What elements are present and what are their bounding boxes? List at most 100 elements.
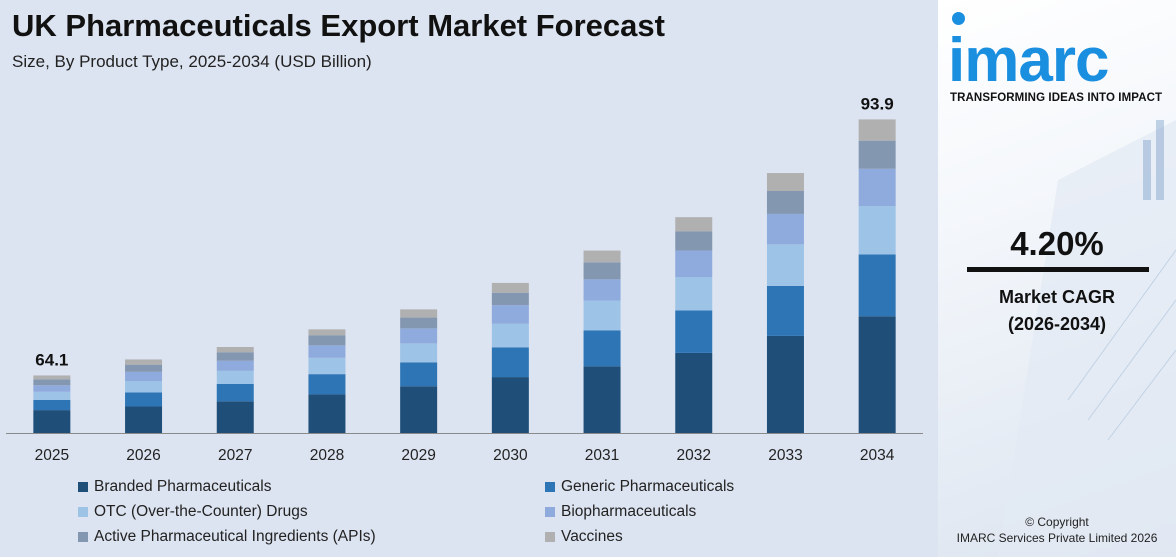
bar-segment-2028-6 <box>308 329 346 336</box>
bar-segment-2032-4 <box>675 250 713 278</box>
legend-swatch <box>78 482 88 492</box>
bar-segment-2031-3 <box>583 300 621 331</box>
bar-segment-2034-3 <box>858 206 896 255</box>
bar-segment-2034-1 <box>858 316 896 433</box>
legend-swatch <box>78 532 88 542</box>
legend-item-6: Vaccines <box>545 527 885 547</box>
x-tick-label-2030: 2030 <box>493 447 528 464</box>
chart-title: UK Pharmaceuticals Export Market Forecas… <box>12 8 665 43</box>
bar-segment-2031-1 <box>583 366 621 433</box>
background-graphic <box>998 120 1176 557</box>
legend-item-4: Biopharmaceuticals <box>545 502 885 522</box>
bar-segment-2031-2 <box>583 330 621 367</box>
legend-swatch <box>78 507 88 517</box>
bar-segment-2028-4 <box>308 345 346 358</box>
bar-segment-2029-3 <box>400 343 438 363</box>
bar-segment-2032-2 <box>675 310 713 353</box>
x-tick-label-2033: 2033 <box>768 447 802 464</box>
bar-segment-2027-6 <box>216 346 254 353</box>
legend-label: Biopharmaceuticals <box>561 503 697 520</box>
copyright: © Copyright IMARC Services Private Limit… <box>938 514 1176 546</box>
bar-segment-2026-1 <box>125 406 163 433</box>
x-tick-label-2031: 2031 <box>585 447 619 464</box>
bar-segment-2025-1 <box>33 410 71 433</box>
bar-segment-2034-2 <box>858 254 896 317</box>
legend-swatch <box>545 532 555 542</box>
x-tick-label-2032: 2032 <box>677 447 711 464</box>
bar-segment-2027-1 <box>216 401 254 433</box>
bar-segment-2030-2 <box>491 347 529 378</box>
bar-segment-2026-2 <box>125 392 163 407</box>
bar-segment-2031-4 <box>583 279 621 301</box>
imarc-logo: imarc <box>948 12 1174 112</box>
bar-segment-2029-5 <box>400 317 438 329</box>
legend-swatch <box>545 507 555 517</box>
bar-segment-2028-3 <box>308 357 346 375</box>
bar-segment-2034-6 <box>858 119 896 141</box>
chart-panel: UK Pharmaceuticals Export Market Forecas… <box>6 8 923 547</box>
bar-segment-2027-2 <box>216 383 254 402</box>
bar-segment-2031-5 <box>583 262 621 280</box>
legend-label: Vaccines <box>561 528 623 545</box>
bar-segment-2026-4 <box>125 371 163 382</box>
chart-subtitle: Size, By Product Type, 2025-2034 (USD Bi… <box>12 52 372 71</box>
bar-segment-2030-3 <box>491 323 529 348</box>
legend-item-3: OTC (Over-the-Counter) Drugs <box>78 502 545 522</box>
bar-segment-2028-2 <box>308 374 346 395</box>
bar-segment-2033-3 <box>766 244 804 286</box>
logo-dot-icon <box>952 12 965 25</box>
bar-segment-2026-3 <box>125 381 163 393</box>
stacked-bar-chart: 2025 64.1 2026 2027 2028 2029 2030 2031 2032 2033… <box>6 94 923 464</box>
bar-segment-2028-5 <box>308 335 346 346</box>
cagr-value: 4.20% <box>1010 225 1104 262</box>
bar-segment-2032-5 <box>675 231 713 251</box>
cagr-divider <box>967 267 1149 272</box>
bar-segment-2029-6 <box>400 309 438 318</box>
bar-segment-2025-5 <box>33 379 71 386</box>
bar-segment-2028-1 <box>308 394 346 433</box>
bar-segment-2032-3 <box>675 277 713 311</box>
logo-wordmark: imarc <box>948 26 1109 95</box>
data-label-2034: 93.9 <box>861 94 894 113</box>
legend-label: Active Pharmaceutical Ingredients (APIs) <box>94 528 376 545</box>
bar-segment-2029-1 <box>400 386 438 433</box>
bar-segment-2030-4 <box>491 305 529 324</box>
bar-segment-2030-6 <box>491 282 529 293</box>
bar-segment-2034-4 <box>858 168 896 207</box>
bar-segment-2026-5 <box>125 364 163 372</box>
legend-item-1: Branded Pharmaceuticals <box>78 477 545 497</box>
bar-segment-2034-5 <box>858 140 896 169</box>
bar-segment-2025-2 <box>33 399 71 411</box>
legend-label: OTC (Over-the-Counter) Drugs <box>94 503 308 520</box>
bar-segment-2033-6 <box>766 173 804 192</box>
x-tick-label-2025: 2025 <box>35 447 69 464</box>
tagline: TRANSFORMING IDEAS INTO IMPACT <box>950 92 1163 104</box>
bar-segment-2029-2 <box>400 362 438 387</box>
bar-segment-2029-4 <box>400 328 438 344</box>
legend-label: Branded Pharmaceuticals <box>94 478 272 495</box>
bar-segment-2031-6 <box>583 250 621 263</box>
legend-label: Generic Pharmaceuticals <box>561 478 735 495</box>
bar-segment-2033-1 <box>766 335 804 433</box>
x-tick-label-2027: 2027 <box>218 447 252 464</box>
legend-item-5: Active Pharmaceutical Ingredients (APIs) <box>78 527 545 547</box>
cagr-label: Market CAGR (2026-2034) <box>938 284 1176 338</box>
cagr-label-line1: Market CAGR <box>998 287 1116 307</box>
x-tick-label-2028: 2028 <box>310 447 344 464</box>
bar-segment-2025-6 <box>33 375 71 380</box>
bar-segment-2026-6 <box>125 359 163 365</box>
bar-segment-2033-4 <box>766 213 804 245</box>
bar-segment-2032-1 <box>675 352 713 433</box>
bar-segment-2030-1 <box>491 377 529 433</box>
x-tick-label-2034: 2034 <box>860 447 895 464</box>
bar-segment-2027-4 <box>216 360 254 371</box>
bar-segment-2027-5 <box>216 352 254 361</box>
bar-segment-2025-3 <box>33 391 71 400</box>
bar-segment-2025-4 <box>33 385 71 392</box>
bar-segment-2030-5 <box>491 292 529 306</box>
x-tick-label-2026: 2026 <box>126 447 160 464</box>
brand-panel: imarc TRANSFORMING IDEAS INTO IMPACT 4.2… <box>938 0 1176 557</box>
legend-swatch <box>545 482 555 492</box>
bar-segment-2033-2 <box>766 285 804 336</box>
bar-segment-2027-3 <box>216 370 254 384</box>
